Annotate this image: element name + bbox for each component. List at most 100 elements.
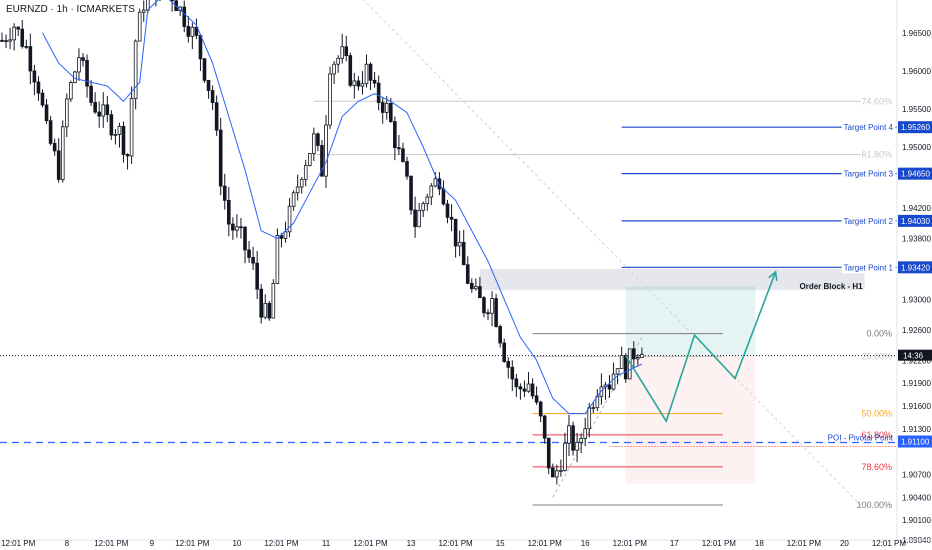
candle-body — [312, 133, 316, 154]
candle-body — [56, 150, 61, 180]
candle-body — [413, 209, 417, 228]
candle-body — [137, 11, 142, 42]
candle-body — [198, 35, 203, 60]
candle — [316, 132, 320, 152]
candle-body — [316, 133, 320, 146]
candle-body — [20, 28, 25, 47]
candle-body — [113, 134, 118, 136]
candle-body — [482, 297, 486, 314]
candle-body — [69, 82, 73, 100]
candle-body — [206, 79, 211, 91]
candle — [113, 129, 118, 145]
target-label-bg — [841, 122, 896, 134]
candle — [397, 134, 401, 155]
candle-body — [303, 164, 308, 180]
candle-body — [636, 357, 640, 360]
candle-body — [299, 178, 304, 188]
candle — [214, 95, 219, 136]
candle-body — [587, 407, 592, 430]
candle — [206, 79, 211, 99]
target-price-tag-label: 1.93420 — [901, 263, 930, 272]
candle-body — [502, 342, 506, 362]
candle-body — [591, 407, 596, 410]
candle — [478, 276, 482, 299]
candle — [255, 251, 259, 300]
price-tick-label: 1.95000 — [902, 143, 931, 152]
candle-body — [356, 80, 361, 87]
candle-body — [283, 231, 288, 239]
candle — [356, 76, 361, 91]
candle — [522, 380, 527, 398]
candle — [291, 190, 296, 211]
candle — [24, 39, 29, 50]
candle — [125, 153, 130, 170]
candle-body — [465, 264, 470, 284]
candle — [141, 0, 146, 22]
candle-body — [640, 353, 644, 358]
candle — [190, 22, 195, 50]
candle-body — [417, 209, 421, 228]
candle-body — [542, 415, 547, 439]
candle — [469, 278, 474, 293]
candle — [409, 175, 413, 215]
candle — [441, 180, 446, 206]
candle-body — [567, 425, 571, 444]
moving-average-line — [42, 0, 643, 415]
candle — [417, 202, 421, 228]
candle-body — [555, 470, 559, 478]
candle — [393, 116, 397, 161]
candle — [360, 71, 365, 95]
candle — [563, 432, 567, 472]
price-axis[interactable]: 1.96500 1.96000 1.95500 1.95000 1.94200 1.938… — [896, 0, 932, 550]
long-position-profit-zone — [625, 286, 756, 356]
target-price-tag-label: 1.94030 — [901, 217, 930, 226]
current-price-tag-label: 14:36 — [903, 352, 924, 361]
candle — [159, 0, 161, 2]
candle — [271, 279, 276, 319]
candle-body — [393, 121, 397, 148]
candle — [490, 291, 494, 327]
candle-body — [453, 218, 458, 247]
moving-average-layer — [42, 0, 643, 415]
candle-body — [267, 302, 272, 319]
candle-body — [129, 98, 134, 157]
fib-level-label: 61.80% — [861, 150, 892, 160]
target-price-tag — [898, 214, 932, 227]
candle-body — [40, 92, 45, 106]
target-price-tag — [898, 121, 932, 134]
candle — [384, 96, 389, 120]
price-axis-bg — [897, 0, 932, 550]
time-tick-label: 20 — [840, 539, 849, 548]
candle — [299, 177, 304, 194]
candle-body — [611, 373, 616, 390]
candle — [526, 372, 531, 393]
candle — [89, 80, 93, 107]
candle-body — [421, 203, 425, 211]
poi-price-tag-label: 1.91100 — [901, 438, 930, 447]
candle — [482, 296, 486, 318]
candle-body — [340, 46, 344, 59]
candle-body — [474, 286, 478, 290]
candle-body — [48, 120, 53, 144]
candle-body — [530, 383, 535, 397]
candle-body — [478, 286, 482, 299]
candle — [32, 64, 37, 96]
candle-body — [445, 203, 450, 218]
candle — [615, 368, 620, 385]
candle-body — [506, 361, 511, 368]
candle-body — [275, 235, 280, 284]
candle — [502, 338, 506, 363]
candle-body — [24, 46, 29, 48]
time-axis[interactable]: 12:01 PM 8 12:01 PM 9 12:01 PM 10 12:01 PM 11 12… — [0, 539, 932, 548]
candle — [283, 221, 288, 243]
candle-body — [0, 39, 4, 42]
candle — [559, 459, 563, 477]
candle-body — [141, 9, 146, 13]
candle-body — [409, 175, 413, 211]
candle-body — [85, 60, 89, 87]
candle-body — [571, 425, 575, 451]
candle — [60, 120, 65, 183]
candle — [16, 26, 20, 36]
candle — [263, 294, 268, 320]
